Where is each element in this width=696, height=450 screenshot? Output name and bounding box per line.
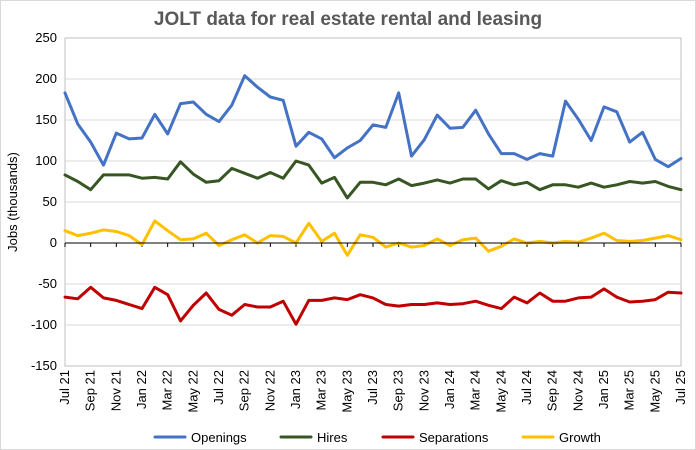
x-tick-label: Nov 22 xyxy=(262,370,277,411)
x-tick-label: Mar 23 xyxy=(314,370,329,410)
x-tick-label: May 24 xyxy=(493,370,508,413)
legend-item-openings: Openings xyxy=(153,430,247,445)
x-tick-label: Jan 22 xyxy=(134,370,149,409)
series-line-openings xyxy=(63,74,683,169)
x-tick-label: May 23 xyxy=(339,370,354,413)
y-tick-label: 0 xyxy=(50,235,57,250)
legend-item-growth: Growth xyxy=(521,430,601,445)
y-tick-label: -50 xyxy=(38,276,57,291)
legend-label: Growth xyxy=(559,430,601,445)
y-tick-label: 50 xyxy=(43,194,57,209)
legend-label: Hires xyxy=(317,430,348,445)
x-tick-label: Jul 22 xyxy=(211,370,226,405)
x-tick-label: Mar 22 xyxy=(160,370,175,410)
y-tick-label: -150 xyxy=(31,358,57,373)
y-tick-labels: -150 -100 -50 0 50 100 150 200 250 xyxy=(31,30,57,373)
y-tick-label: 150 xyxy=(35,112,57,127)
x-tick-label: Nov 23 xyxy=(416,370,431,411)
x-tick-label: Sep 24 xyxy=(545,370,560,411)
legend-label: Openings xyxy=(191,430,247,445)
y-tick-label: -100 xyxy=(31,317,57,332)
x-tick-label: May 25 xyxy=(647,370,662,413)
legend: Openings Hires Separations Growth xyxy=(153,430,601,445)
x-tick-label: Jul 21 xyxy=(57,370,72,405)
y-tick-label: 250 xyxy=(35,30,57,45)
x-tick-label: Nov 21 xyxy=(108,370,123,411)
x-tick-label: Sep 21 xyxy=(83,370,98,411)
legend-item-separations: Separations xyxy=(381,430,489,445)
series-line-growth xyxy=(63,219,683,257)
x-tick-label: Nov 24 xyxy=(570,370,585,411)
x-tick-label: May 22 xyxy=(185,370,200,413)
chart-title: JOLT data for real estate rental and lea… xyxy=(154,9,542,30)
x-tick-label: Mar 25 xyxy=(622,370,637,410)
series-line-hires xyxy=(63,159,683,200)
legend-item-hires: Hires xyxy=(279,430,348,445)
x-tick-label: Jan 25 xyxy=(596,370,611,409)
legend-label: Separations xyxy=(419,430,489,445)
x-tick-label: Jul 25 xyxy=(673,370,688,405)
x-tick-labels: Jul 21 Sep 21 Nov 21 Jan 22 Mar 22 May 22 Jul … xyxy=(57,243,688,413)
y-axis-label: Jobs (thousands) xyxy=(5,152,20,252)
x-tick-label: Sep 22 xyxy=(237,370,252,411)
series-lines xyxy=(63,74,683,326)
x-tick-label: Jul 23 xyxy=(365,370,380,405)
y-tick-label: 100 xyxy=(35,153,57,168)
x-tick-label: Mar 24 xyxy=(468,370,483,410)
x-tick-label: Jan 23 xyxy=(288,370,303,409)
x-tick-label: Sep 23 xyxy=(391,370,406,411)
y-tick-label: 200 xyxy=(35,71,57,86)
x-tick-label: Jul 24 xyxy=(519,370,534,405)
series-line-separations xyxy=(63,285,683,326)
x-tick-label: Jan 24 xyxy=(442,370,457,409)
